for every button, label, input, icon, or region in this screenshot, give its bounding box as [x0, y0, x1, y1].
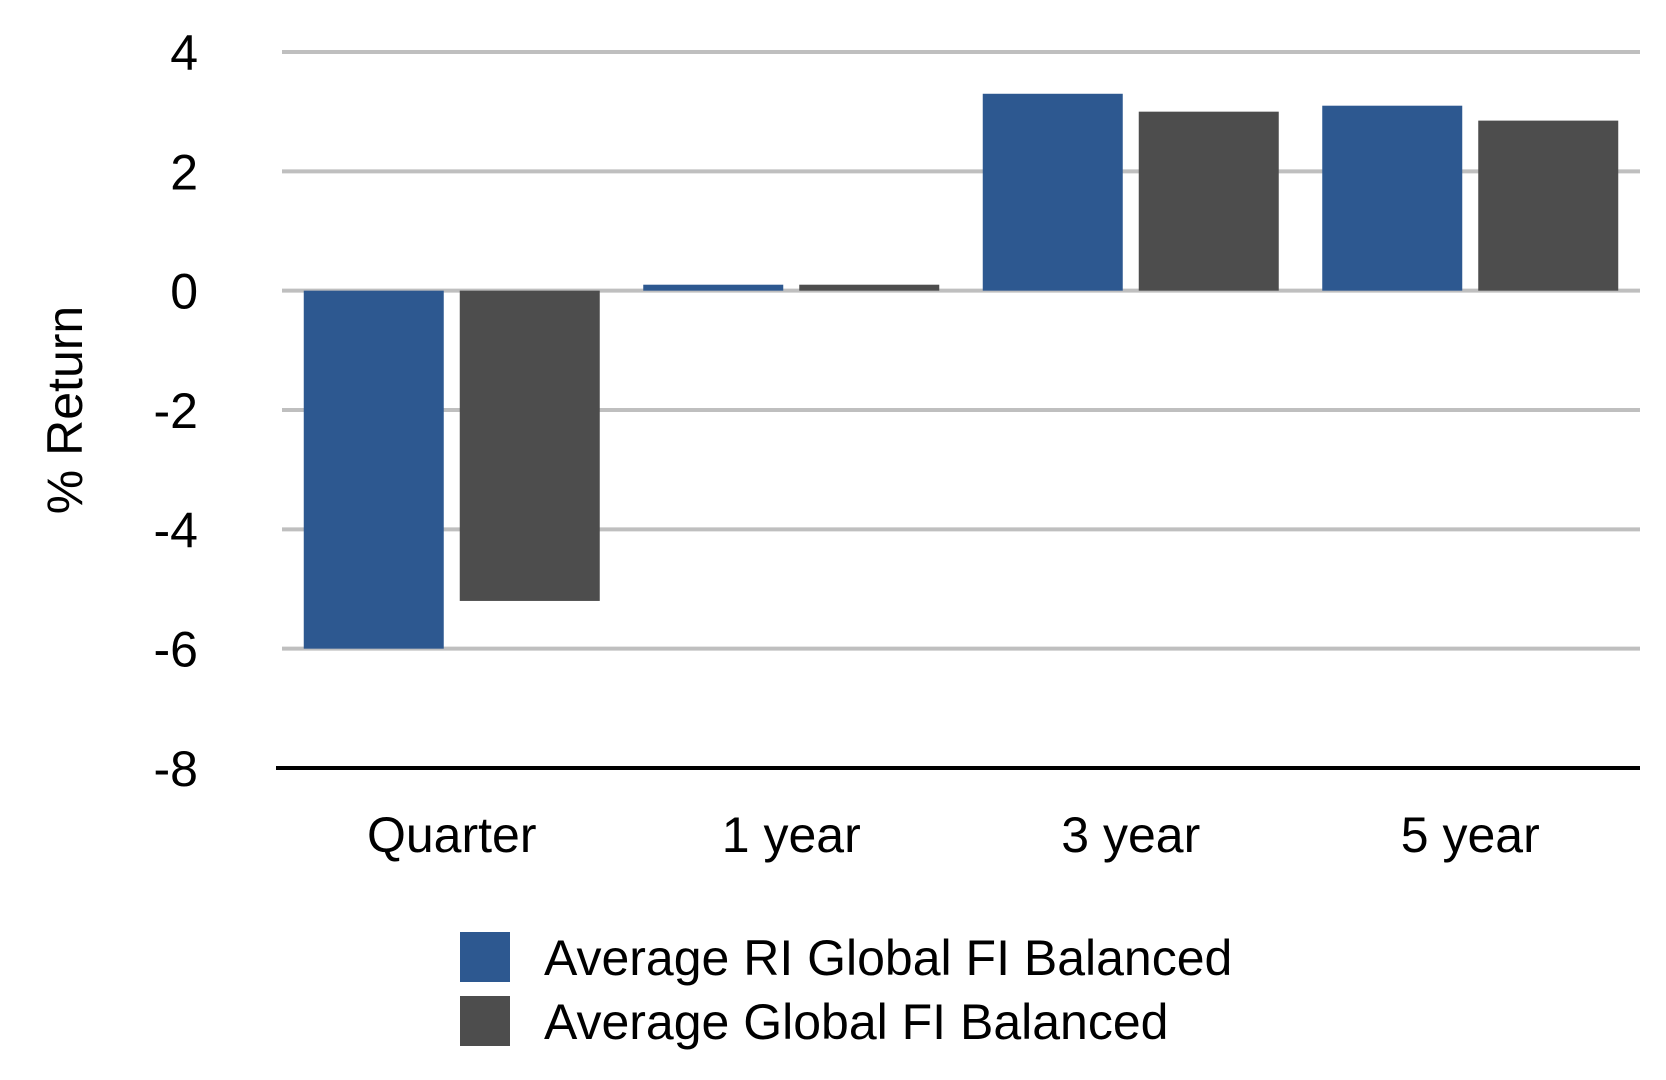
y-tick-label: -2	[154, 383, 198, 439]
bar-global-1	[799, 284, 940, 291]
x-category-label: Quarter	[367, 807, 537, 863]
y-axis-title: % Return	[37, 306, 93, 514]
y-tick-labels: 4 2 0 -2 -4 -6 -8	[154, 25, 198, 797]
bar-ri-1	[643, 284, 784, 291]
x-category-labels: Quarter 1 year 3 year 5 year	[367, 807, 1540, 863]
bar-global-2	[1138, 111, 1279, 291]
legend-swatch	[460, 932, 510, 982]
legend: Average RI Global FI Balanced Average Glo…	[460, 930, 1232, 1050]
legend-swatch	[460, 996, 510, 1046]
bar-ri-3	[1322, 105, 1463, 291]
y-tick-label: -6	[154, 622, 198, 678]
legend-label: Average Global FI Balanced	[544, 994, 1168, 1050]
bar-ri-2	[982, 93, 1123, 291]
y-tick-label: -4	[154, 502, 198, 558]
bar-global-0	[459, 290, 600, 601]
x-category-label: 5 year	[1401, 807, 1540, 863]
y-tick-label: 0	[170, 264, 198, 320]
x-category-label: 1 year	[722, 807, 861, 863]
bar-ri-0	[303, 290, 444, 649]
bars	[303, 93, 1619, 649]
legend-label: Average RI Global FI Balanced	[544, 930, 1232, 986]
y-tick-label: 2	[170, 144, 198, 200]
y-tick-label: -8	[154, 741, 198, 797]
bar-global-3	[1478, 120, 1619, 291]
x-category-label: 3 year	[1061, 807, 1200, 863]
y-tick-label: 4	[170, 25, 198, 81]
